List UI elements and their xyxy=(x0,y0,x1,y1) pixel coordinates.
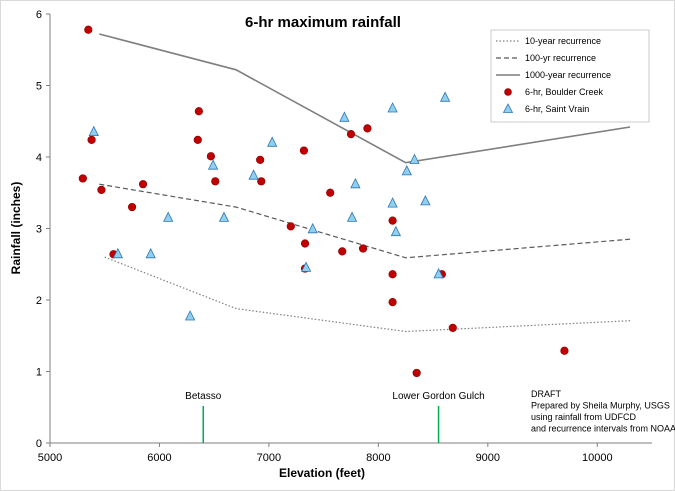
boulder-creek-point xyxy=(412,368,421,378)
annotation-line: using rainfall from UDFCD xyxy=(531,412,637,422)
saint-vrain-point xyxy=(420,195,431,206)
series-line-1 xyxy=(99,183,631,259)
y-tick-label: 1 xyxy=(36,367,42,379)
chart-title: 6-hr maximum rainfall xyxy=(245,14,401,31)
x-tick-label: 6000 xyxy=(147,452,171,464)
boulder-creek-point xyxy=(300,239,310,248)
boulder-creek-point xyxy=(87,135,96,144)
annotation-line: and recurrence intervals from NOAA xyxy=(531,424,675,434)
boulder-creek-point xyxy=(388,270,397,279)
y-tick-label: 4 xyxy=(36,152,42,164)
boulder-creek-point xyxy=(206,152,215,161)
saint-vrain-point xyxy=(300,261,312,272)
boulder-creek-point xyxy=(138,180,148,189)
site-marker-label: Lower Gordon Gulch xyxy=(392,391,484,402)
saint-vrain-point xyxy=(163,211,174,222)
boulder-creek-point xyxy=(84,25,93,34)
legend-label: 6-hr, Boulder Creek xyxy=(525,87,604,97)
x-axis-title: Elevation (feet) xyxy=(279,466,365,480)
boulder-creek-point xyxy=(78,174,87,183)
saint-vrain-point xyxy=(267,136,278,147)
y-tick-label: 0 xyxy=(36,438,42,450)
saint-vrain-point xyxy=(433,268,444,279)
x-tick-label: 7000 xyxy=(257,452,281,464)
legend-label: 6-hr, Saint Vrain xyxy=(525,104,589,114)
boulder-creek-point xyxy=(363,124,372,133)
boulder-creek-point xyxy=(358,244,368,253)
saint-vrain-point xyxy=(184,310,196,321)
series-line-2 xyxy=(99,33,631,164)
boulder-creek-point xyxy=(326,188,335,197)
boulder-creek-point xyxy=(286,222,295,231)
boulder-creek-point xyxy=(346,130,356,139)
legend-label: 100-yr recurrence xyxy=(525,53,596,63)
saint-vrain-point xyxy=(387,102,398,113)
boulder-creek-point xyxy=(256,155,265,164)
y-tick-label: 3 xyxy=(36,224,42,236)
saint-vrain-point xyxy=(88,125,99,137)
saint-vrain-point xyxy=(409,153,420,164)
x-tick-label: 9000 xyxy=(476,452,500,464)
saint-vrain-point xyxy=(307,222,318,234)
draft-annotation: DRAFT Prepared by Sheila Murphy, USGSusin… xyxy=(531,389,675,434)
saint-vrain-point xyxy=(218,211,230,222)
plot-area xyxy=(78,25,631,378)
y-tick-label: 6 xyxy=(36,9,42,21)
legend-box xyxy=(490,29,650,123)
boulder-creek-point xyxy=(127,202,137,212)
boulder-creek-point xyxy=(388,216,397,225)
saint-vrain-point xyxy=(346,211,358,222)
series-line-0 xyxy=(104,256,631,333)
legend-label: 1000-year recurrence xyxy=(525,70,611,80)
y-tick-label: 5 xyxy=(36,81,42,93)
boulder-creek-point xyxy=(97,185,106,194)
saint-vrain-point xyxy=(112,247,124,259)
legend-swatch-triangle xyxy=(502,103,514,113)
saint-vrain-point xyxy=(248,169,259,180)
legend: 10-year recurrence 100-yr recurrence 1000-… xyxy=(490,29,650,123)
boulder-creek-point xyxy=(211,177,220,186)
annotation-line: Prepared by Sheila Murphy, USGS xyxy=(531,401,670,411)
boulder-creek-point xyxy=(560,346,569,355)
legend-swatch-circle xyxy=(504,88,512,96)
x-tick-label: 8000 xyxy=(366,452,390,464)
saint-vrain-point xyxy=(387,197,398,208)
saint-vrain-point xyxy=(439,91,451,102)
boulder-creek-point xyxy=(299,146,309,155)
saint-vrain-point xyxy=(350,177,361,189)
axis-ticks: 0 1 2 3 4 5 6 5000 6000 7000 8000 9000 10000 xyxy=(36,9,652,464)
site-markers: Betasso Lower Gordon Gulch xyxy=(185,391,485,443)
y-tick-label: 2 xyxy=(36,295,42,307)
saint-vrain-point xyxy=(145,247,156,259)
saint-vrain-point xyxy=(207,159,219,170)
annotation-line: DRAFT xyxy=(531,389,561,399)
x-tick-label: 10000 xyxy=(582,452,613,464)
legend-label: 10-year recurrence xyxy=(525,36,601,46)
y-axis-title: Rainfall (inches) xyxy=(9,182,23,275)
boulder-creek-point xyxy=(193,135,202,144)
saint-vrain-point xyxy=(339,111,350,122)
boulder-creek-point xyxy=(388,298,397,307)
boulder-creek-point xyxy=(257,177,266,186)
x-tick-label: 5000 xyxy=(38,452,62,464)
saint-vrain-point xyxy=(390,225,402,237)
saint-vrain-point xyxy=(401,165,412,176)
boulder-creek-point xyxy=(338,247,347,256)
boulder-creek-point xyxy=(448,323,457,332)
boulder-creek-point xyxy=(194,107,203,116)
site-marker-label: Betasso xyxy=(185,391,222,402)
